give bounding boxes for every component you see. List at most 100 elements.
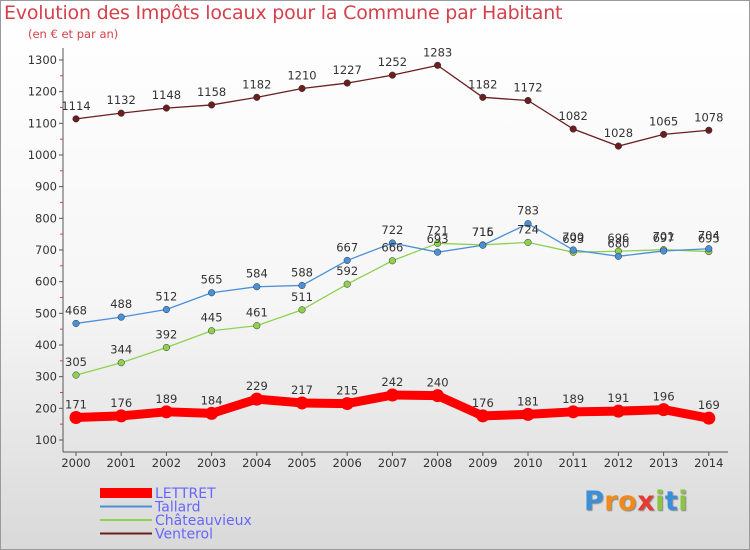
data-label: 722 — [381, 223, 403, 237]
data-point — [388, 71, 396, 79]
data-point — [295, 396, 309, 410]
data-label: 189 — [562, 392, 584, 406]
y-tick-label: 800 — [35, 211, 57, 225]
data-label: 511 — [291, 290, 313, 304]
data-label: 592 — [336, 264, 358, 278]
data-point — [476, 409, 490, 423]
data-point — [524, 96, 532, 105]
data-label: 1148 — [152, 88, 181, 102]
data-point — [702, 411, 716, 425]
x-tick-label: 2013 — [649, 456, 678, 470]
data-label: 1283 — [423, 45, 452, 59]
data-point — [208, 101, 216, 109]
data-point — [388, 239, 396, 247]
data-label: 445 — [201, 311, 223, 325]
data-label: 191 — [607, 391, 629, 405]
legend-label: Venterol — [155, 527, 213, 543]
data-label: 176 — [110, 396, 132, 410]
data-label: 565 — [201, 273, 223, 287]
x-tick-label: 2009 — [468, 456, 497, 470]
data-label: 468 — [65, 303, 87, 317]
logo-letter: i — [678, 486, 689, 517]
data-point — [434, 61, 442, 69]
data-point — [162, 343, 170, 352]
y-tick-label: 100 — [35, 433, 57, 447]
x-tick-label: 2004 — [242, 456, 271, 470]
data-point — [117, 109, 125, 117]
data-point — [340, 397, 354, 411]
data-point — [343, 280, 351, 288]
data-label: 1182 — [242, 77, 271, 91]
data-point — [705, 245, 713, 253]
data-label: 171 — [65, 398, 87, 412]
data-point — [162, 104, 170, 112]
data-label: 215 — [336, 384, 358, 398]
data-label: 1082 — [559, 109, 588, 123]
logo-letter: P — [584, 486, 605, 517]
data-label: 1028 — [604, 126, 633, 140]
data-label: 305 — [65, 355, 87, 369]
data-point — [72, 371, 80, 379]
data-label: 695 — [698, 232, 720, 246]
data-label: 169 — [698, 398, 720, 412]
data-label: 704 — [698, 229, 720, 243]
data-point — [614, 252, 622, 260]
x-tick-label: 2003 — [197, 456, 226, 470]
data-point — [208, 289, 216, 297]
data-label: 588 — [291, 265, 313, 279]
data-label: 696 — [607, 231, 629, 245]
x-tick-label: 2014 — [694, 456, 723, 470]
data-point — [205, 406, 219, 420]
data-point — [253, 283, 261, 291]
data-label: 184 — [201, 393, 223, 407]
legend-label: Tallard — [154, 500, 201, 516]
data-label: 666 — [381, 241, 403, 255]
data-label: 242 — [381, 375, 403, 389]
data-point — [521, 407, 535, 421]
data-label: 724 — [517, 222, 539, 236]
data-point — [253, 322, 261, 330]
logo-letter: t — [664, 486, 679, 517]
x-tick-label: 2002 — [152, 456, 181, 470]
data-label: 1210 — [287, 68, 316, 82]
data-point — [69, 411, 83, 425]
data-point — [434, 248, 442, 256]
data-label: 697 — [653, 231, 675, 245]
y-tick-label: 700 — [35, 243, 57, 257]
data-point — [611, 404, 625, 418]
data-label: 1078 — [694, 110, 723, 124]
y-tick-label: 1000 — [28, 148, 57, 162]
data-point — [253, 93, 261, 101]
y-tick-label: 600 — [35, 275, 57, 289]
data-point — [250, 392, 264, 406]
data-point — [431, 389, 445, 403]
y-tick-label: 1200 — [28, 85, 57, 99]
y-tick-label: 500 — [35, 306, 57, 320]
data-label: 716 — [472, 225, 494, 239]
data-point — [479, 241, 487, 249]
data-point — [343, 256, 351, 264]
data-point — [657, 403, 671, 417]
data-label: 189 — [155, 392, 177, 406]
y-tick-label: 1100 — [28, 116, 57, 130]
data-point — [566, 405, 580, 419]
logo-letter: x — [637, 486, 656, 517]
data-label: 667 — [336, 240, 358, 254]
data-point — [159, 405, 173, 419]
data-label: 392 — [155, 328, 177, 342]
chart-subtitle: (en € et par an) — [28, 27, 119, 41]
data-label: 229 — [246, 379, 268, 393]
data-point — [208, 327, 216, 335]
y-tick-label: 1300 — [28, 53, 57, 67]
data-label: 1252 — [378, 55, 407, 69]
legend-label: LETTRET — [155, 486, 216, 502]
legend-label: Châteauvieux — [155, 513, 252, 529]
data-label: 176 — [472, 396, 494, 410]
data-point — [569, 125, 577, 133]
data-label: 693 — [562, 232, 584, 246]
data-label: 196 — [653, 390, 675, 404]
proxiti-logo: Proxiti — [584, 486, 688, 517]
data-label: 1182 — [468, 77, 497, 91]
data-point — [162, 305, 170, 314]
